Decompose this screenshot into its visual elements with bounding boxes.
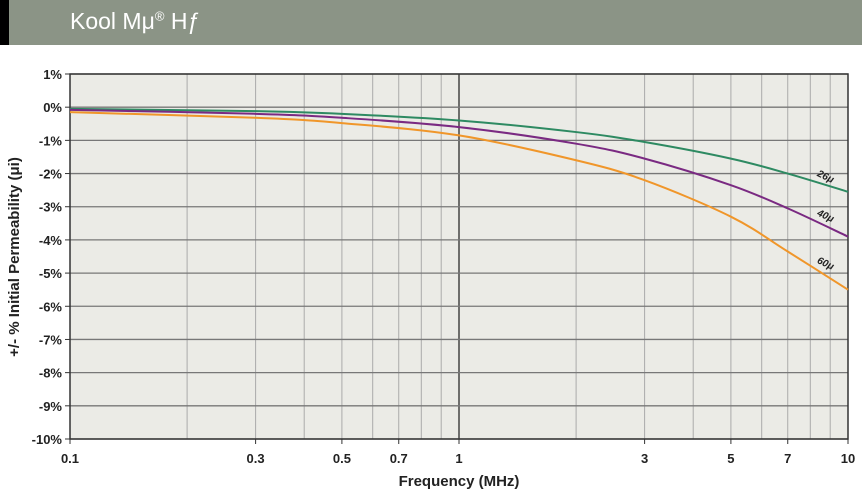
y-tick-label: -10% xyxy=(32,432,63,447)
x-tick-label: 0.5 xyxy=(333,451,351,466)
x-axis-label: Frequency (MHz) xyxy=(399,473,520,490)
series-line-40u xyxy=(69,108,849,238)
x-tick-label: 0.1 xyxy=(61,451,79,466)
header-bar: Kool Mμ® Hƒ xyxy=(0,0,862,45)
y-axis-label: +/- % Initial Permeability (μi) xyxy=(6,157,23,357)
x-tick-label: 10 xyxy=(841,451,855,466)
page-title: Kool Mμ® Hƒ xyxy=(70,8,200,35)
x-tick-label: 0.3 xyxy=(247,451,265,466)
header-accent xyxy=(0,0,9,45)
x-tick-label: 1 xyxy=(455,451,462,466)
y-tick-label: -8% xyxy=(39,366,63,381)
y-tick-label: -2% xyxy=(39,167,63,182)
y-tick-label: 0% xyxy=(43,100,62,115)
y-tick-label: -7% xyxy=(39,332,63,347)
x-tick-label: 5 xyxy=(727,451,734,466)
y-tick-label: -1% xyxy=(39,133,63,148)
plot-border xyxy=(69,73,849,440)
y-tick-label: -5% xyxy=(39,266,63,281)
title-text: Kool Mμ xyxy=(70,8,155,34)
registered-mark: ® xyxy=(154,8,165,24)
x-tick-label: 3 xyxy=(641,451,648,466)
series-line-26u xyxy=(69,107,849,193)
y-tick-label: -6% xyxy=(39,299,63,314)
y-tick-label: -9% xyxy=(39,399,63,414)
y-tick-label: -4% xyxy=(39,233,63,248)
series-line-60u xyxy=(69,111,849,291)
title-suffix: Hƒ xyxy=(164,8,201,34)
x-tick-label: 0.7 xyxy=(390,451,408,466)
x-tick-label: 7 xyxy=(784,451,791,466)
y-tick-label: -3% xyxy=(39,200,63,215)
y-tick-label: 1% xyxy=(43,67,62,82)
